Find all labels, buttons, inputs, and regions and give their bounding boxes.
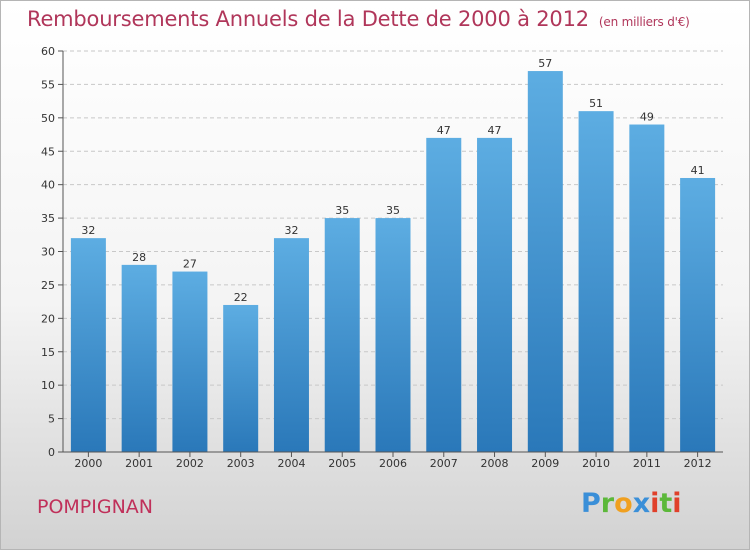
x-tick-label-2005: 2005 [328, 457, 356, 470]
y-tick-label-45: 45 [41, 145, 55, 158]
bar-2004 [273, 238, 309, 452]
x-tick-label-2001: 2001 [125, 457, 153, 470]
x-tick-label-2003: 2003 [227, 457, 255, 470]
bar-2007 [426, 137, 462, 452]
y-tick-label-60: 60 [41, 45, 55, 58]
data-label-2010: 51 [589, 97, 603, 110]
logo-letter-x: x [632, 488, 651, 519]
x-tick-label-2011: 2011 [633, 457, 661, 470]
logo-letter-p: P [581, 488, 601, 519]
data-label-2011: 49 [640, 111, 654, 124]
logo-letter-t: t [659, 488, 673, 519]
y-tick-label-25: 25 [41, 279, 55, 292]
data-label-2002: 27 [183, 258, 197, 271]
x-tick-label-2008: 2008 [481, 457, 509, 470]
x-tick-label-2004: 2004 [277, 457, 305, 470]
y-tick-label-15: 15 [41, 346, 55, 359]
data-label-2000: 32 [81, 224, 95, 237]
town-name: POMPIGNAN [37, 496, 154, 518]
data-label-2005: 35 [335, 204, 349, 217]
bar-2009 [527, 71, 563, 453]
bar-2005 [324, 218, 360, 452]
logo-letter-i: i [650, 488, 660, 519]
chart-title: Remboursements Annuels de la Dette de 20… [27, 7, 690, 31]
y-tick-label-20: 20 [41, 312, 55, 325]
chart-unit: (en milliers d'€) [598, 15, 690, 29]
bar-2000 [70, 238, 106, 452]
x-tick-label-2009: 2009 [531, 457, 559, 470]
logo-letter-r: r [600, 488, 615, 519]
y-tick-label-50: 50 [41, 112, 55, 125]
y-tick-label-10: 10 [41, 379, 55, 392]
y-tick-label-30: 30 [41, 246, 55, 259]
data-label-2001: 28 [132, 251, 146, 264]
bar-2001 [121, 264, 157, 452]
y-tick-label-35: 35 [41, 212, 55, 225]
x-tick-label-2002: 2002 [176, 457, 204, 470]
x-tick-label-2000: 2000 [74, 457, 102, 470]
bar-2003 [223, 304, 259, 452]
x-tick-label-2006: 2006 [379, 457, 407, 470]
bar-2006 [375, 218, 411, 452]
logo-letter-o: o [614, 488, 633, 519]
y-tick-label-40: 40 [41, 179, 55, 192]
proxiti-logo: Proxiti [581, 488, 682, 519]
x-tick-label-2007: 2007 [430, 457, 458, 470]
chart-title-text: Remboursements Annuels de la Dette de 20… [27, 7, 589, 31]
y-tick-label-5: 5 [48, 413, 55, 426]
bar-2002 [172, 271, 208, 452]
bar-2012 [680, 177, 716, 452]
data-label-2007: 47 [437, 124, 451, 137]
data-label-2003: 22 [234, 291, 248, 304]
x-tick-label-2010: 2010 [582, 457, 610, 470]
bar-2010 [578, 111, 614, 453]
data-label-2009: 57 [538, 57, 552, 70]
y-tick-label-55: 55 [41, 78, 55, 91]
logo-letter-i-final: i [672, 488, 682, 519]
data-label-2012: 41 [691, 164, 705, 177]
bar-2011 [629, 124, 665, 453]
x-tick-label-2012: 2012 [684, 457, 712, 470]
data-label-2008: 47 [488, 124, 502, 137]
data-label-2004: 32 [284, 224, 298, 237]
data-label-2006: 35 [386, 204, 400, 217]
bar-2008 [477, 137, 513, 452]
y-tick-label-0: 0 [48, 446, 55, 459]
